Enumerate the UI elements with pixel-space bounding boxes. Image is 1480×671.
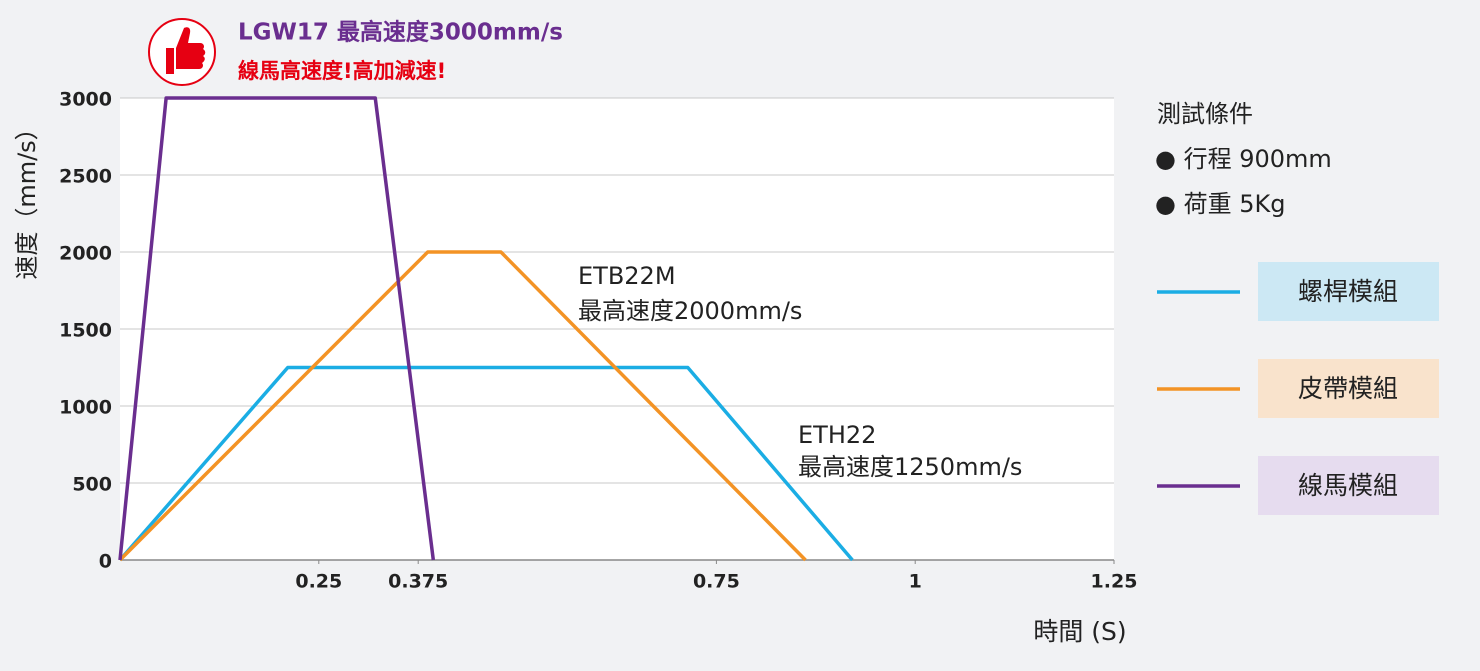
y-tick-label: 2000 <box>59 243 112 265</box>
y-tick-label: 2500 <box>59 166 112 188</box>
chart-subtitle: 線馬高速度!高加減速! <box>238 59 446 83</box>
legend-label: 線馬模組 <box>1298 471 1398 500</box>
legend-label: 螺桿模組 <box>1298 277 1398 306</box>
y-tick-label: 0 <box>99 551 112 573</box>
y-tick-label: 1000 <box>59 397 112 419</box>
y-tick-label: 1500 <box>59 320 112 342</box>
legend-box <box>1258 456 1439 515</box>
condition-item: ● 行程 900mm <box>1155 145 1332 173</box>
condition-item: ● 荷重 5Kg <box>1155 190 1285 218</box>
x-tick-label: 0.375 <box>388 571 448 593</box>
legend-label: 皮帶模組 <box>1298 374 1398 403</box>
annotation: ETB22M <box>578 262 676 290</box>
annotation: 最高速度2000mm/s <box>578 297 802 325</box>
x-tick-label: 1.25 <box>1091 571 1138 593</box>
x-tick-label: 0.75 <box>693 571 740 593</box>
x-tick-label: 0.25 <box>295 571 342 593</box>
condition-heading: 測試條件 <box>1157 100 1253 128</box>
annotation: ETH22 <box>798 421 876 449</box>
series-line <box>118 365 854 562</box>
series-line <box>118 96 436 561</box>
y-axis-label: 速度（mm/s） <box>13 116 41 279</box>
y-tick-label: 3000 <box>59 89 112 111</box>
thumbs-up-icon <box>148 18 216 86</box>
y-tick-label: 500 <box>72 474 112 496</box>
legend-box <box>1258 359 1439 418</box>
x-axis-label: 時間 (S) <box>1033 617 1126 646</box>
x-tick-label: 1 <box>909 571 922 593</box>
series-line <box>118 250 807 562</box>
chart-title: LGW17 最高速度3000mm/s <box>238 19 563 46</box>
annotation: 最高速度1250mm/s <box>798 453 1022 481</box>
legend-box <box>1258 262 1439 321</box>
